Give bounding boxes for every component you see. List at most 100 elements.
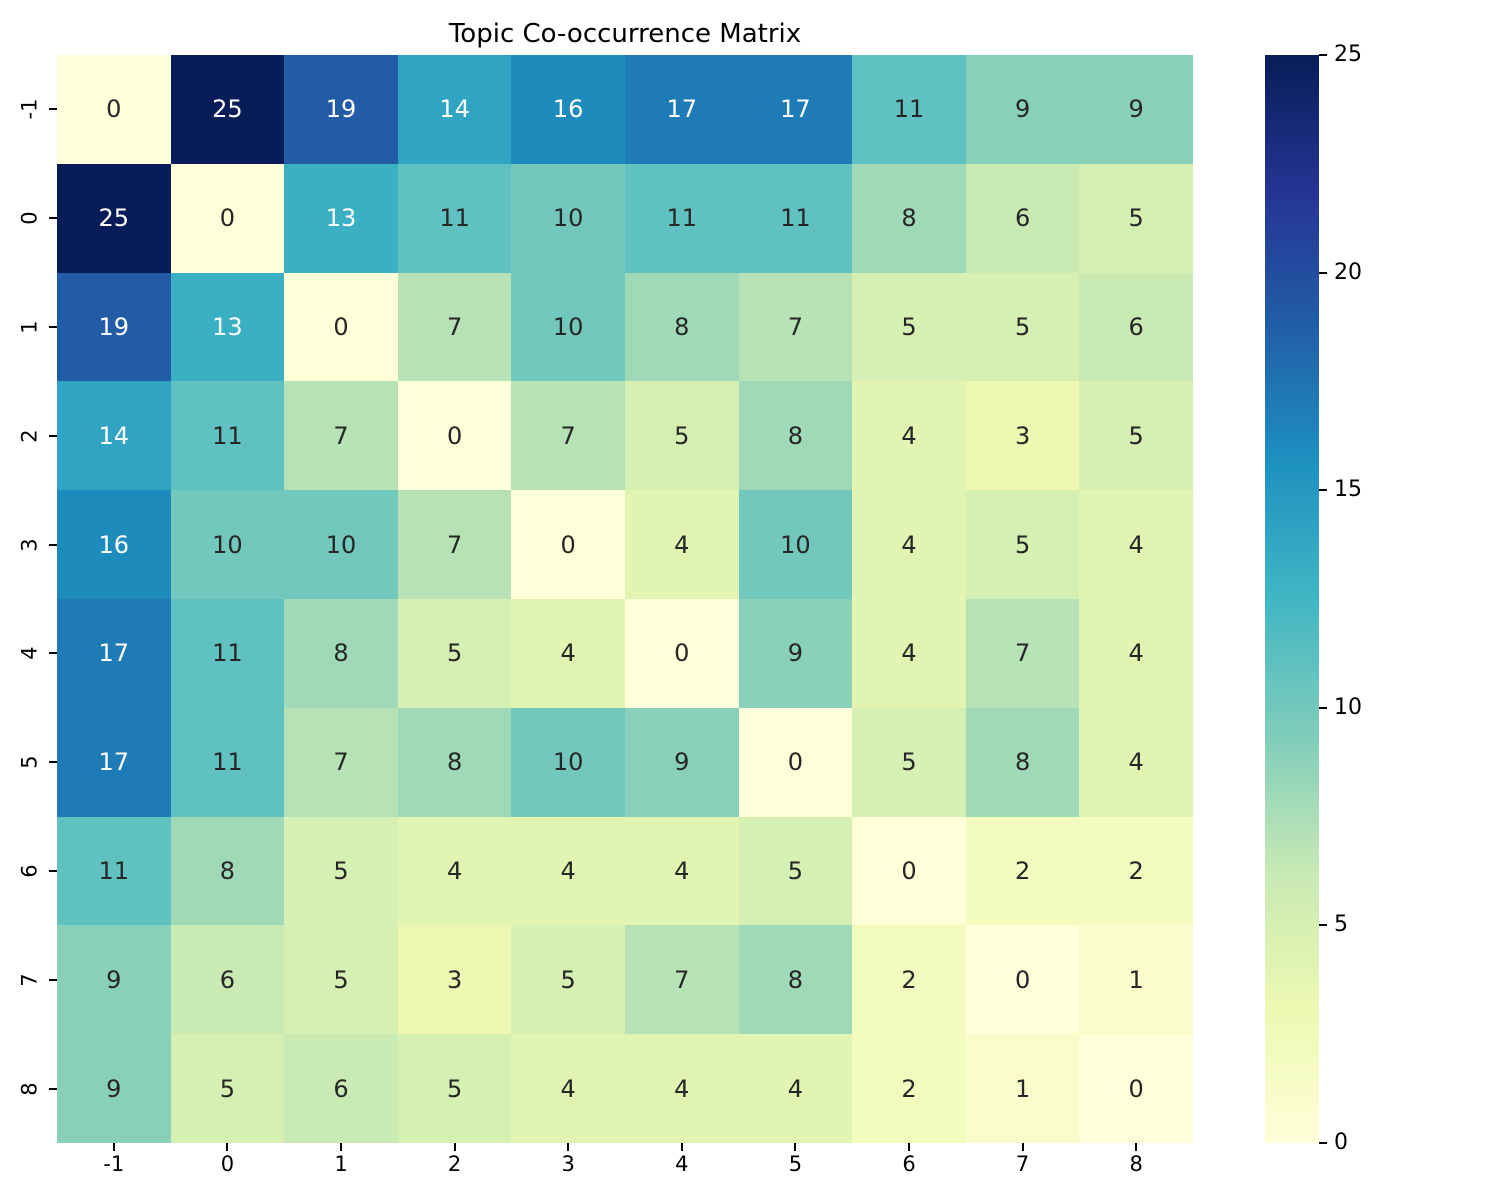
cell-value: 7 [333,748,349,777]
cell-value: 13 [325,204,357,233]
cell-value: 0 [1014,965,1031,994]
cell-value: 5 [446,639,463,668]
cell-value: 4 [1128,530,1144,559]
heatmap-cell: 16 [511,55,625,164]
heatmap-cell: 1 [965,1034,1080,1143]
x-tick-mark [680,1143,683,1151]
y-tick-label: 3 [17,537,42,552]
heatmap-cell: 5 [1079,163,1193,273]
heatmap-cell: 25 [57,163,171,273]
heatmap-cell: 4 [852,599,966,708]
cell-value: 0 [446,421,463,450]
y-tick-mark [49,434,57,437]
heatmap-cell: 0 [624,599,739,708]
heatmap-cell: 4 [397,816,512,926]
heatmap-cell: 17 [57,599,171,708]
cell-value: 9 [1128,95,1144,124]
cell-value: 3 [446,965,463,994]
x-tick-mark [908,1143,910,1151]
cell-value: 4 [901,639,917,668]
heatmap-cell: 9 [57,925,171,1035]
heatmap-cell: 17 [738,55,853,164]
heatmap-cell: 17 [57,707,171,817]
heatmap-cell: 0 [57,55,171,164]
cell-value: 2 [901,1074,917,1103]
cell-value: 0 [1128,1074,1144,1103]
cell-value: 5 [787,856,804,885]
cell-value: 14 [98,421,130,450]
cell-value: 6 [1014,204,1031,233]
cell-value: 0 [106,95,122,124]
heatmap-cell: 4 [1079,490,1193,599]
colorbar-tick-label: 15 [1334,477,1362,503]
heatmap-cell: 11 [57,816,171,926]
heatmap-cell: 11 [170,599,285,708]
cell-value: 9 [106,965,122,994]
x-tick-label: 4 [675,1152,689,1176]
x-tick-label: 8 [1129,1152,1143,1176]
heatmap-cell: 3 [965,381,1080,491]
cell-value: 13 [212,312,243,341]
heatmap-cell: 11 [852,55,966,164]
heatmap-cell: 7 [624,925,739,1035]
cell-value: 4 [1128,748,1144,777]
cell-value: 6 [1128,312,1144,341]
cell-value: 5 [1014,530,1031,559]
x-tick-mark [453,1143,456,1151]
x-tick-label: 1 [334,1152,348,1176]
cell-value: 4 [901,530,917,559]
cell-value: 5 [901,748,917,777]
heatmap-cell: 5 [965,490,1080,599]
heatmap-cell: 8 [738,925,853,1035]
heatmap-cell: 5 [852,707,966,817]
heatmap-cell: 5 [624,381,739,491]
heatmap-cell: 4 [624,816,739,926]
cell-value: 7 [333,421,349,450]
x-tick-label: 3 [561,1152,575,1176]
cell-value: 25 [212,95,243,124]
cell-value: 1 [1014,1074,1031,1103]
heatmap-cell: 7 [738,272,853,382]
heatmap-cell: 5 [284,925,398,1035]
heatmap-cell: 11 [738,163,853,273]
heatmap-cell: 4 [852,490,966,599]
cell-value: 10 [212,530,243,559]
cell-value: 2 [901,965,917,994]
heatmap-cell: 10 [511,707,625,817]
heatmap-cell: 0 [852,816,966,926]
heatmap-cell: 0 [511,490,625,599]
cell-value: 4 [674,856,690,885]
heatmap-cell: 8 [624,272,739,382]
y-tick-label: 2 [17,429,42,443]
heatmap-cell: 2 [1079,816,1193,926]
cell-value: 4 [560,1074,576,1103]
cell-value: 11 [212,639,243,668]
y-tick-mark [49,543,57,546]
heatmap-cell: 5 [397,599,512,708]
cell-value: 8 [1014,748,1031,777]
cell-value: 2 [1014,856,1031,885]
heatmap-cell: 6 [284,1034,398,1143]
heatmap-cell: 13 [284,163,398,273]
heatmap-cell: 7 [284,707,398,817]
x-tick-mark [1021,1143,1024,1151]
heatmap-cell: 4 [624,490,739,599]
heatmap-cell: 9 [738,599,853,708]
y-tick-mark [49,652,57,655]
heatmap-cell: 9 [965,55,1080,164]
cell-value: 0 [901,856,917,885]
cell-value: 7 [1014,639,1031,668]
y-tick-label: 6 [17,864,42,878]
cell-value: 4 [560,856,576,885]
cell-value: 5 [333,856,349,885]
heatmap-cell: 10 [170,490,285,599]
cell-value: 9 [787,639,804,668]
cell-value: 0 [219,204,236,233]
cell-value: 8 [674,312,690,341]
cell-value: 16 [98,530,130,559]
x-tick-label: 6 [902,1152,916,1176]
cell-value: 11 [98,856,130,885]
cell-value: 7 [560,421,576,450]
cell-value: 6 [333,1074,349,1103]
y-tick-label: 8 [17,1081,42,1096]
